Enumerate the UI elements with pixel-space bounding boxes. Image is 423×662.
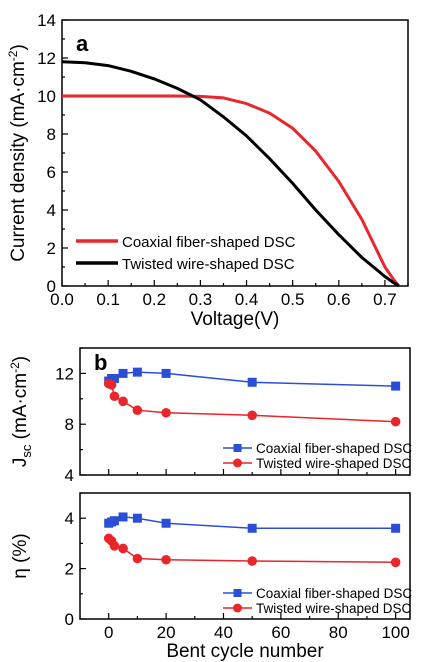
data-point-b-1 bbox=[247, 410, 257, 421]
legend-marker-c-1 bbox=[233, 603, 242, 613]
data-point-c-1 bbox=[247, 556, 257, 566]
plot-frame-c bbox=[79, 492, 411, 620]
y-tick-label-a: 14 bbox=[37, 11, 56, 30]
y-axis-title-a: Current density (mA·cm-2) bbox=[6, 44, 29, 262]
x-tick-label-a: 0.3 bbox=[189, 290, 213, 309]
legend-marker-b-0 bbox=[233, 444, 242, 452]
y-tick-label-c: 2 bbox=[65, 560, 74, 579]
data-point-b-0 bbox=[109, 373, 119, 383]
series-line-a-0 bbox=[62, 94, 400, 287]
data-point-b-1 bbox=[109, 391, 120, 402]
data-point-c-1 bbox=[390, 557, 401, 568]
y-tick-label-a: 6 bbox=[47, 163, 56, 182]
y-tick-label-a: 10 bbox=[37, 87, 56, 106]
data-point-c-0 bbox=[161, 518, 171, 528]
y-tick-label-a: 0 bbox=[47, 277, 56, 296]
data-point-c-1 bbox=[132, 553, 143, 564]
y-tick-label-b: 12 bbox=[55, 364, 74, 383]
data-point-b-0 bbox=[391, 381, 401, 391]
y-axis-title-b: Jsc (mA·cm-2) bbox=[8, 356, 34, 467]
y-tick-label-b: 4 bbox=[65, 466, 74, 485]
x-tick-label-a: 0.6 bbox=[327, 290, 351, 309]
x-tick-label-a: 0.1 bbox=[96, 290, 120, 309]
legend-label-a-1: Twisted wire-shaped DSC bbox=[122, 256, 295, 273]
data-point-b-1 bbox=[161, 407, 171, 418]
data-point-c-0 bbox=[391, 523, 401, 533]
data-point-c-0 bbox=[109, 516, 119, 526]
data-point-b-0 bbox=[118, 368, 128, 378]
data-point-c-1 bbox=[109, 541, 120, 551]
data-point-c-0 bbox=[132, 513, 142, 523]
data-point-b-0 bbox=[247, 377, 257, 387]
data-point-c-0 bbox=[247, 523, 257, 533]
y-tick-label-a: 12 bbox=[37, 49, 56, 68]
y-axis-title-a-sup: -2 bbox=[6, 50, 20, 61]
x-tick-label-c: 20 bbox=[157, 623, 176, 642]
legend-label-c-0: Coaxial fiber-shaped DSC bbox=[256, 586, 412, 601]
x-tick-label-c: 60 bbox=[271, 623, 290, 642]
panel-label-b: b bbox=[94, 350, 107, 375]
legend-marker-b-1 bbox=[233, 458, 242, 468]
y-axis-title-a-end: ) bbox=[8, 44, 29, 50]
legend-label-a-0: Coaxial fiber-shaped DSC bbox=[122, 234, 296, 251]
x-tick-label-a: 0.7 bbox=[373, 290, 397, 309]
data-point-b-1 bbox=[106, 380, 117, 390]
data-point-b-0 bbox=[132, 367, 142, 377]
y-axis-title-b-sup: -2 bbox=[8, 362, 22, 373]
y-axis-title-b-sub: sc bbox=[19, 444, 34, 458]
x-tick-label-c: 0 bbox=[104, 623, 113, 642]
y-tick-label-a: 4 bbox=[47, 201, 56, 220]
x-tick-label-a: 0.2 bbox=[142, 290, 166, 309]
legend-label-c-1: Twisted wire-shaped DSC bbox=[256, 601, 412, 616]
legend-marker-c-0 bbox=[233, 589, 242, 597]
y-axis-title-a-main: Current density (mA·cm bbox=[8, 61, 29, 262]
data-point-b-1 bbox=[390, 416, 401, 427]
y-tick-label-c: 0 bbox=[65, 610, 74, 629]
y-axis-title-c: η (%) bbox=[10, 533, 31, 578]
x-tick-label-c: 80 bbox=[329, 623, 348, 642]
x-tick-label-a: 0.5 bbox=[281, 290, 305, 309]
x-axis-title-a: Voltage(V) bbox=[191, 309, 280, 330]
data-point-c-1 bbox=[161, 554, 171, 565]
x-axis-title-c: Bent cycle number bbox=[166, 641, 324, 662]
plot-frame-b bbox=[79, 347, 411, 476]
legend-label-b-1: Twisted wire-shaped DSC bbox=[256, 456, 412, 471]
y-tick-label-c: 4 bbox=[65, 509, 74, 528]
series-line-a-1 bbox=[61, 60, 400, 288]
y-axis-title-b-main: J bbox=[10, 458, 31, 468]
y-tick-label-b: 8 bbox=[65, 415, 74, 434]
data-point-c-0 bbox=[118, 512, 128, 522]
data-point-b-0 bbox=[161, 368, 171, 378]
y-tick-label-a: 2 bbox=[47, 239, 56, 258]
data-point-b-1 bbox=[118, 396, 128, 407]
data-point-c-1 bbox=[118, 543, 128, 554]
y-axis-title-b-unit: (mA·cm bbox=[10, 373, 31, 445]
data-point-b-1 bbox=[132, 405, 143, 416]
legend-label-b-0: Coaxial fiber-shaped DSC bbox=[256, 441, 412, 456]
y-axis-title-b-end: ) bbox=[10, 356, 31, 362]
x-tick-label-c: 40 bbox=[214, 623, 233, 642]
x-tick-label-a: 0.0 bbox=[50, 290, 74, 309]
panel-label-a: a bbox=[76, 31, 89, 56]
x-tick-label-c: 100 bbox=[381, 623, 409, 642]
x-tick-label-a: 0.4 bbox=[235, 290, 259, 309]
y-tick-label-a: 8 bbox=[47, 125, 56, 144]
